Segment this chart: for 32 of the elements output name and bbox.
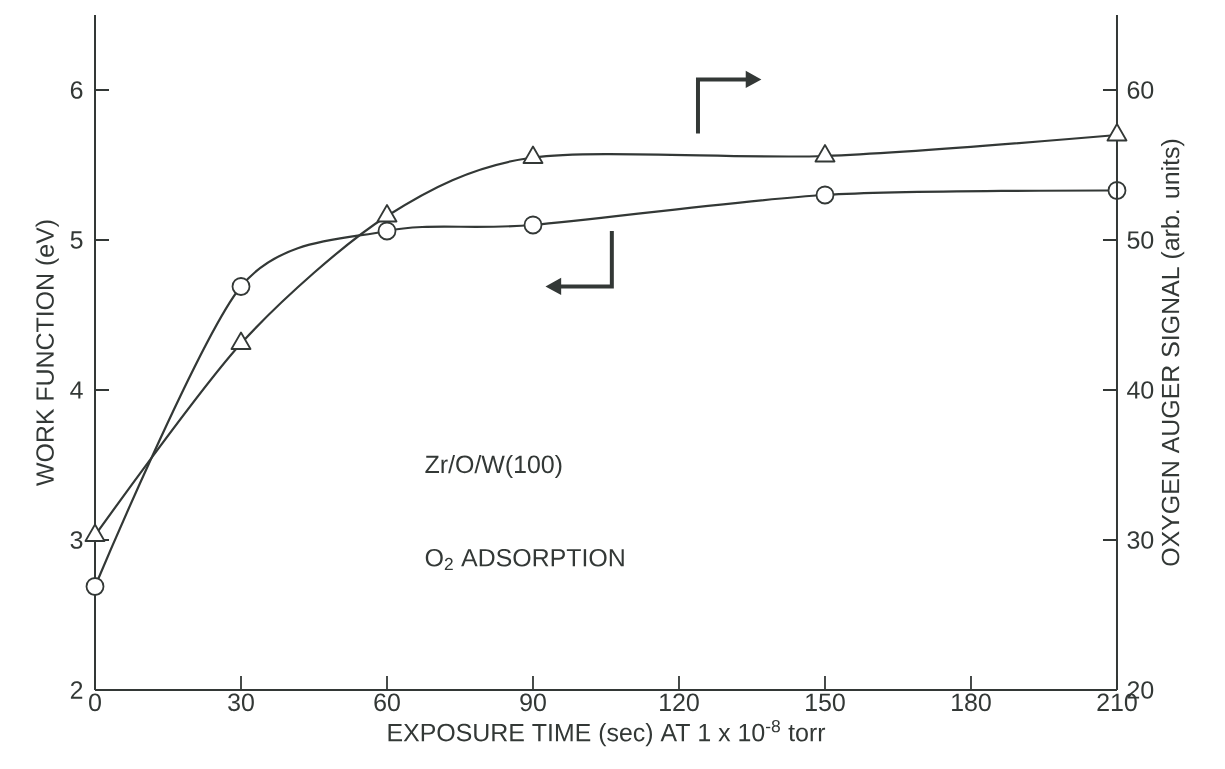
y-axis-title: WORK FUNCTION (eV) — [35, 220, 59, 486]
y-tick-label: 4 — [70, 381, 83, 399]
point — [815, 185, 835, 205]
y2-axis-title: OXYGEN AUGER SIGNAL (arb. units) — [1161, 139, 1185, 566]
point — [230, 331, 252, 350]
point — [85, 577, 105, 596]
annotation: Zr/O/W(100) — [425, 454, 562, 479]
point — [523, 215, 543, 235]
x-tick-label: 90 — [520, 693, 546, 712]
point — [377, 221, 397, 241]
y2-tick-label: 60 — [1127, 81, 1154, 99]
x-tick-label: 120 — [660, 693, 699, 712]
y-tick-label: 2 — [70, 681, 83, 699]
y-tick-label: 3 — [70, 531, 83, 549]
point — [1106, 123, 1128, 142]
x-tick-label: 180 — [952, 693, 991, 712]
point — [231, 277, 251, 296]
x-axis-title: EXPOSURE TIME (sec) AT 1 x 10$^{-8}$ torr — [388, 719, 826, 747]
y-tick-label: 5 — [70, 231, 83, 249]
y2-tick-label: 50 — [1127, 231, 1154, 249]
x-tick-label: 0 — [89, 693, 101, 712]
x-tick-label: 150 — [806, 693, 845, 712]
y2-tick-label: 30 — [1127, 531, 1154, 549]
point — [814, 144, 836, 163]
point — [84, 523, 106, 542]
point — [522, 145, 544, 164]
x-tick-label: 60 — [374, 693, 400, 712]
x-tick-label: 30 — [228, 693, 254, 712]
y-tick-label: 6 — [70, 81, 83, 99]
y2-tick-label: 40 — [1127, 381, 1154, 399]
annotation: O$_{2}$ ADSORPTION — [425, 548, 624, 571]
point — [376, 204, 398, 223]
